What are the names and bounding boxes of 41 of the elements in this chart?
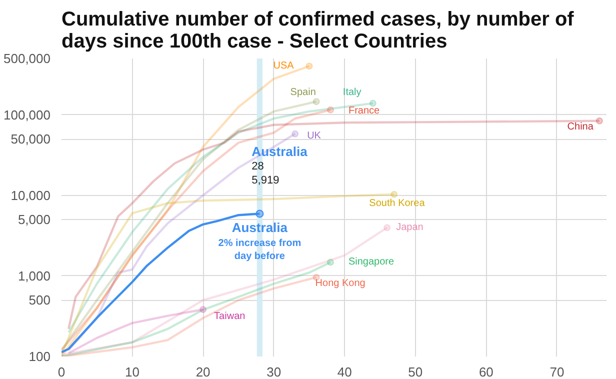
x-tick-label: 10 (125, 364, 140, 379)
x-tick-label: 0 (58, 364, 66, 379)
annotation: Australia 28 5,919 (252, 144, 308, 187)
point (390, 190, 398, 198)
series-label: South Korea (369, 198, 426, 209)
y-tick-label: 10,000 (10, 188, 51, 203)
x-tick-label: 70 (550, 364, 564, 379)
point (369, 100, 376, 107)
series-label: Japan (396, 222, 424, 234)
y-tick-label: 5,000 (18, 212, 51, 228)
x-tick-label: 30 (266, 364, 282, 379)
series-label: Taiwan (214, 311, 246, 322)
series-label: UK (307, 130, 322, 142)
series-label: Hong Kong (315, 278, 366, 289)
point (596, 117, 603, 124)
point (292, 130, 299, 138)
x-tick-label: 20 (196, 364, 210, 379)
point (312, 98, 320, 106)
series-label: Italy (342, 86, 362, 98)
point (326, 106, 334, 114)
point (384, 224, 391, 232)
y-tick-label: 500 (28, 292, 51, 308)
point (256, 210, 264, 218)
y-tick-label: 50,000 (10, 132, 51, 147)
x-tick-label: 40 (337, 364, 352, 379)
x-tick-label: 60 (478, 364, 494, 379)
y-tick-label: 1,000 (18, 268, 51, 284)
y-tick-label: 100 (28, 349, 51, 364)
series-label: Singapore (348, 256, 394, 268)
point (200, 306, 207, 314)
y-tick-label: 100,000 (4, 107, 51, 122)
series-label: France (348, 105, 380, 116)
x-tick-label: 50 (408, 364, 423, 379)
series-label: USA (273, 60, 294, 72)
annotation: Australia 2% increase from day before (218, 220, 302, 262)
chart-title: Cumulative number of confirmed cases, by number of days since 100th case - Select Countries (62, 8, 574, 52)
point (326, 258, 334, 266)
series-label: Spain (290, 87, 316, 98)
y-tick-label: 500,000 (4, 51, 51, 66)
point (306, 62, 313, 70)
series-label: China (567, 121, 594, 132)
